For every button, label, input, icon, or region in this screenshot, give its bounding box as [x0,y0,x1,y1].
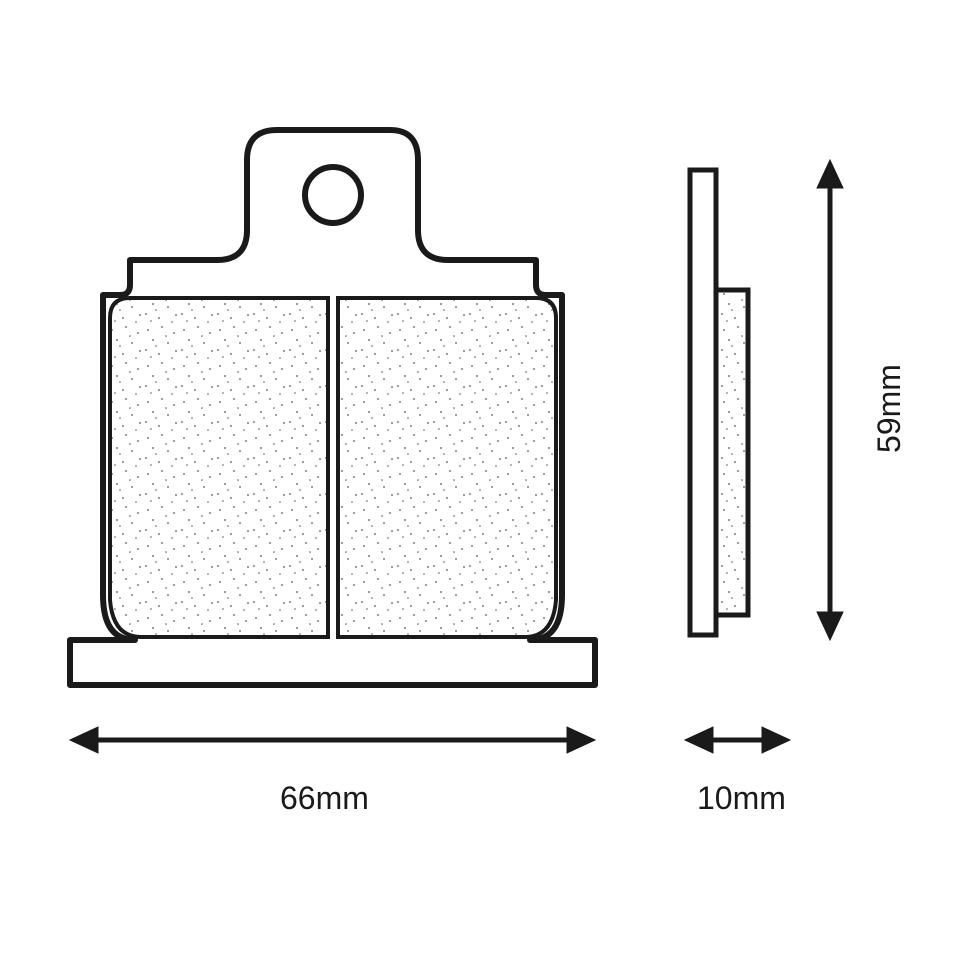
width-label: 66mm [280,780,369,817]
thickness-label: 10mm [697,780,786,817]
friction-left [110,298,328,637]
friction-pad-side [716,290,748,615]
side-view [690,170,748,635]
backing-plate [690,170,716,635]
friction-right [338,298,556,637]
front-view [70,130,595,685]
technical-diagram [0,0,960,960]
tab-hole [305,167,361,223]
height-label: 59mm [871,364,908,453]
